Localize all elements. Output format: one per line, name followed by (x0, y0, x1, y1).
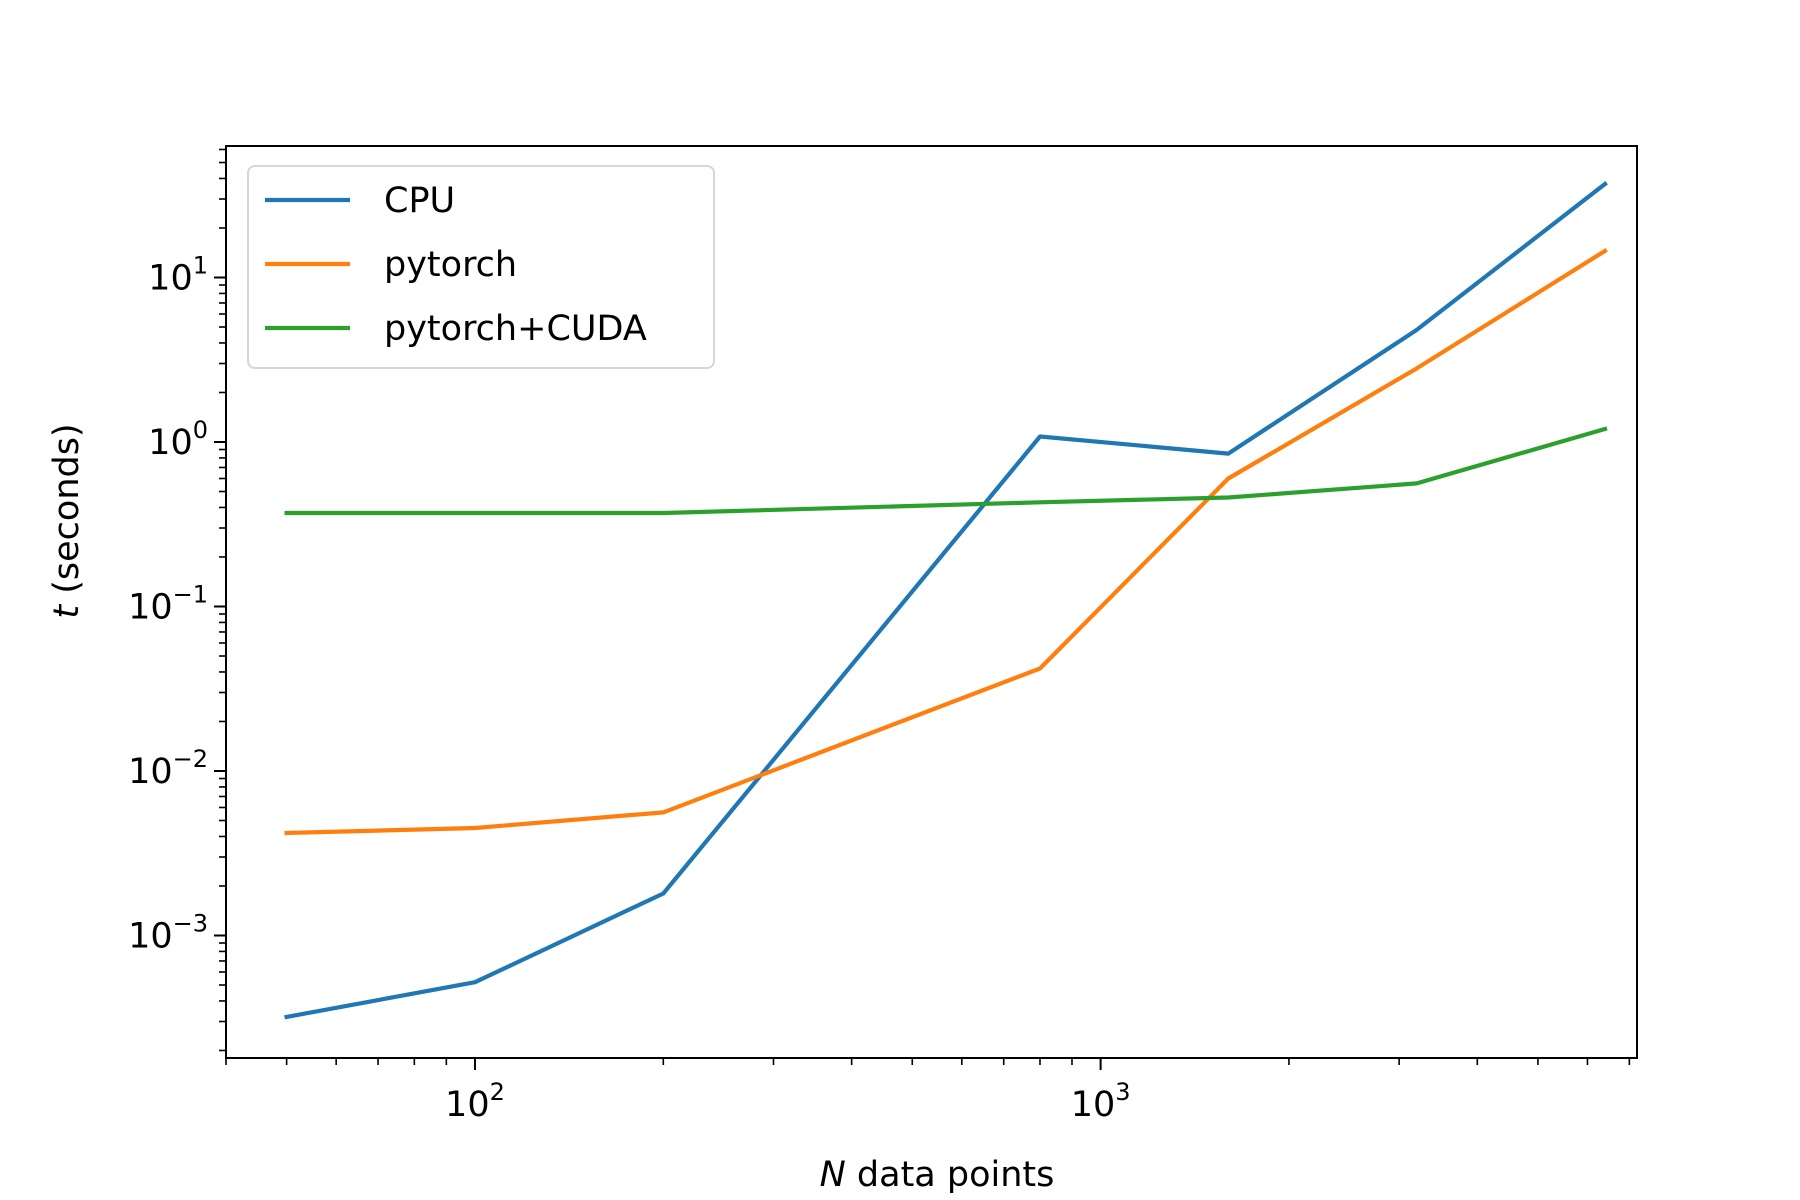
legend: CPU pytorch pytorch+CUDA (247, 165, 715, 369)
y-tick-label: 101 (148, 251, 208, 298)
x-tick-label: 103 (1071, 1078, 1131, 1125)
series-layer (284, 181, 1608, 1020)
legend-items: CPU pytorch pytorch+CUDA (265, 181, 647, 349)
series-line-pytorch (284, 248, 1608, 836)
series-line-cpu (284, 181, 1608, 1020)
minor-ticks (219, 148, 1631, 1065)
tick-labels: 102 103 10−3 10−2 10−1 100 101 (128, 251, 1130, 1125)
y-axis-label: t (seconds) (47, 423, 87, 618)
legend-label-cpu: CPU (384, 181, 455, 221)
legend-label-pytorch: pytorch (384, 245, 517, 285)
plot-frame (225, 145, 1638, 1059)
legend-box (247, 165, 715, 369)
series-line-pytorch-cuda (284, 426, 1608, 516)
y-tick-label: 100 (148, 416, 208, 463)
legend-label-pytorch-cuda: pytorch+CUDA (384, 309, 647, 349)
x-axis-label: N data points (820, 1155, 1055, 1195)
y-tick-label: 10−2 (128, 745, 208, 792)
major-ticks (214, 276, 1102, 1070)
x-tick-label: 102 (445, 1078, 505, 1125)
y-tick-label: 10−1 (128, 580, 208, 627)
y-tick-label: 10−3 (128, 909, 208, 956)
